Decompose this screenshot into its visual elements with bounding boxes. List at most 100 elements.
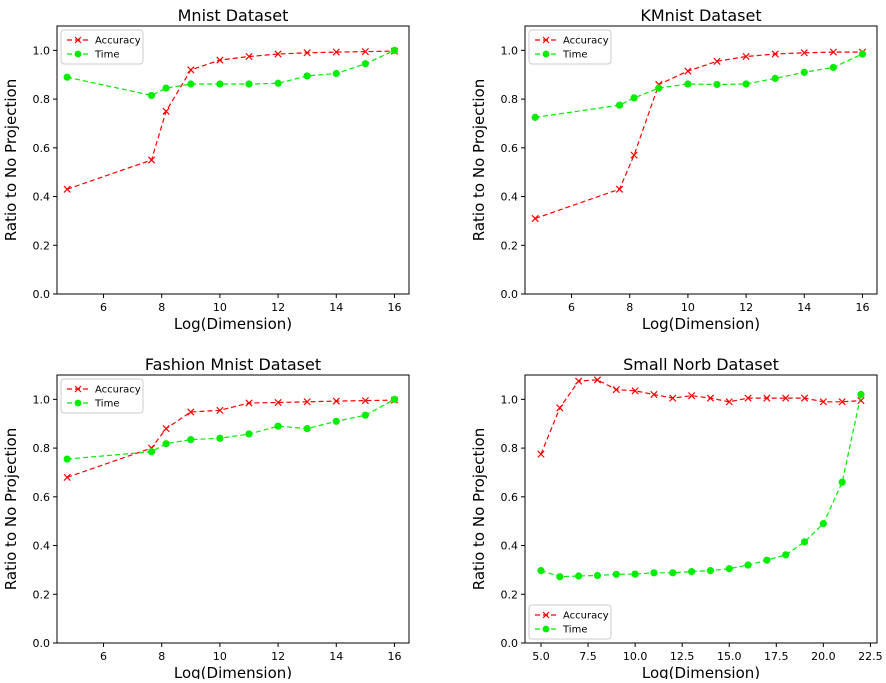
chart-panel-2: KMnist Dataset 6 8 10 12 14 16 0.0 0.2 0.4 0.6 0.8 1…	[470, 6, 878, 333]
legend-label: Time	[94, 50, 119, 61]
data-point	[332, 417, 340, 425]
y-tick-label: 0.0	[501, 637, 519, 650]
legend-marker	[542, 625, 550, 633]
data-point	[725, 565, 733, 573]
data-point	[216, 56, 224, 64]
legend-marker	[542, 50, 550, 58]
data-point	[829, 63, 837, 72]
chart-panel-3: Fashion Mnist Dataset 6 8 10 12 14 16 0.0 0.2 0.4…	[2, 355, 410, 682]
chart-title: Mnist Dataset	[178, 6, 289, 25]
data-point	[782, 394, 790, 402]
data-point	[687, 568, 696, 576]
y-axis-label: Ratio to No Projection	[470, 428, 488, 590]
data-point	[650, 569, 658, 577]
legend-box	[60, 29, 144, 65]
data-point	[274, 79, 282, 87]
data-point	[187, 408, 195, 416]
y-tick-label: 0.8	[501, 442, 519, 455]
y-tick-label: 0.0	[501, 288, 519, 301]
data-point	[332, 397, 340, 405]
y-tick-label: 0.8	[33, 93, 51, 106]
x-tick-label: 14	[797, 301, 811, 314]
data-point	[838, 398, 846, 406]
data-point	[669, 569, 677, 577]
x-tick-label: 12	[271, 650, 285, 663]
data-point	[245, 430, 253, 438]
x-tick-label: 6	[100, 301, 107, 314]
series-time	[531, 50, 867, 121]
data-point	[742, 80, 750, 88]
y-tick-label: 0.2	[33, 239, 51, 252]
chart-title: KMnist Dataset	[640, 6, 761, 25]
data-point	[303, 425, 311, 433]
y-tick-label: 0.6	[33, 142, 51, 155]
data-point	[630, 94, 638, 102]
series-accuracy	[537, 376, 865, 458]
legend: Accuracy Time	[60, 29, 144, 65]
data-point	[147, 156, 156, 164]
data-point	[819, 398, 827, 406]
x-axis-label: Log(Dimension)	[174, 315, 292, 333]
data-point	[800, 538, 809, 546]
y-tick-label: 0.4	[33, 191, 51, 204]
data-point	[687, 392, 696, 400]
data-point	[575, 377, 583, 385]
data-point	[615, 185, 624, 193]
data-point	[713, 80, 721, 89]
chart-title: Small Norb Dataset	[623, 355, 779, 374]
y-tick-label: 0.6	[33, 491, 51, 504]
x-tick-label: 16	[855, 301, 869, 314]
y-axis-label: Ratio to No Projection	[2, 428, 20, 590]
legend-label: Accuracy	[563, 611, 609, 622]
data-point	[531, 214, 539, 223]
data-point	[593, 376, 602, 384]
x-tick-label: 20.0	[811, 650, 836, 663]
data-point	[216, 80, 224, 88]
data-point	[63, 473, 71, 481]
legend-marker	[74, 385, 82, 393]
data-point	[655, 84, 663, 92]
data-point	[361, 411, 369, 419]
data-point	[245, 80, 253, 88]
series-line	[540, 394, 862, 578]
x-tick-label: 7.5	[579, 650, 597, 663]
data-point	[187, 80, 195, 88]
series-accuracy	[63, 396, 399, 481]
x-tick-label: 5.0	[532, 650, 550, 663]
data-point	[771, 50, 779, 58]
data-point	[245, 52, 253, 61]
chart-panel-4: Small Norb Dataset 5.0 7.5 10.0 12.5 15.0 17.5…	[470, 355, 883, 682]
data-point	[575, 572, 583, 580]
y-tick-label: 0.8	[33, 442, 51, 455]
data-point	[537, 450, 545, 458]
data-point	[556, 404, 564, 412]
data-point	[216, 406, 224, 414]
data-point	[303, 398, 311, 406]
data-point	[245, 399, 253, 407]
x-tick-label: 10	[213, 301, 227, 314]
y-tick-label: 0.4	[501, 540, 519, 553]
legend: Accuracy Time	[60, 378, 144, 414]
data-point	[274, 422, 282, 430]
data-point	[706, 567, 715, 575]
data-point	[274, 50, 282, 58]
x-tick-label: 14	[329, 650, 343, 663]
chart-title: Fashion Mnist Dataset	[145, 355, 321, 374]
y-tick-label: 1.0	[501, 44, 519, 57]
data-point	[684, 80, 692, 88]
y-tick-label: 1.0	[33, 393, 51, 406]
series-accuracy	[531, 48, 867, 223]
legend-box	[528, 29, 612, 65]
y-tick-label: 0.2	[501, 239, 519, 252]
x-tick-label: 16	[387, 650, 401, 663]
data-point	[857, 396, 865, 405]
data-point	[763, 556, 771, 564]
y-tick-label: 0.8	[501, 93, 519, 106]
x-tick-label: 10	[213, 650, 227, 663]
axes-frame	[524, 374, 878, 644]
data-point	[531, 113, 539, 121]
data-point	[713, 57, 721, 65]
x-tick-label: 6	[100, 650, 107, 663]
data-point	[63, 73, 71, 81]
